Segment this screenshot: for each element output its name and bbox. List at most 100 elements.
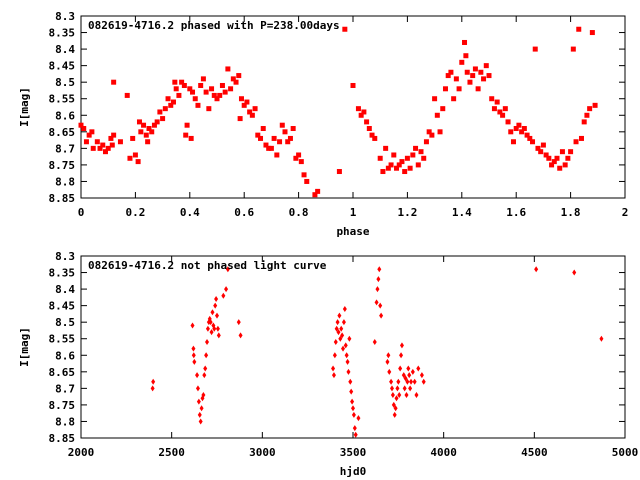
data-points (150, 266, 604, 438)
data-point (535, 145, 541, 151)
data-point (210, 309, 215, 316)
data-point (385, 358, 390, 365)
y-tick-labels: 8.3 8.35 8.4 8.45 8.5 8.55 8.6 8.65 8.7 8.75 8.8 8.… (49, 250, 76, 445)
data-point (351, 411, 356, 418)
data-point (138, 129, 144, 135)
data-point (237, 116, 243, 122)
data-point (344, 352, 349, 359)
data-point (421, 378, 426, 385)
data-point (130, 135, 136, 141)
data-point (301, 172, 307, 178)
data-point (584, 112, 590, 118)
data-point (540, 142, 546, 148)
y-tick-label: 8.45 (49, 300, 76, 313)
x-tick-label: 5000 (612, 446, 639, 459)
data-point (135, 159, 141, 165)
data-point (260, 126, 266, 132)
data-point (149, 129, 155, 135)
data-point (377, 266, 382, 273)
data-point (350, 398, 355, 405)
y-tick-label: 8.85 (49, 192, 76, 205)
data-point (336, 329, 341, 336)
data-point (201, 391, 206, 398)
data-point (109, 142, 115, 148)
data-point (338, 335, 343, 342)
data-point (366, 126, 372, 132)
data-point (225, 66, 231, 72)
x-tick-label: 3000 (249, 446, 276, 459)
data-point (388, 162, 394, 168)
data-point (562, 162, 568, 168)
data-point (205, 339, 210, 346)
data-point (510, 139, 516, 145)
y-tick-label: 8.8 (55, 415, 75, 428)
data-point (445, 73, 451, 79)
data-point (549, 162, 555, 168)
data-point (389, 378, 394, 385)
x-tick-label: 4500 (521, 446, 548, 459)
data-point (361, 109, 367, 115)
data-point (221, 292, 226, 299)
data-point (346, 368, 351, 375)
data-point (141, 122, 147, 128)
data-point (386, 352, 391, 359)
chart-title: 082619-4716.2 not phased light curve (88, 259, 327, 272)
y-tick-label: 8.5 (55, 316, 75, 329)
y-tick-labels: 8.3 8.35 8.4 8.45 8.5 8.55 8.6 8.65 8.7 8.75 8.8 8.… (49, 10, 76, 205)
data-point (392, 411, 397, 418)
y-tick-label: 8.55 (49, 333, 76, 346)
data-point (353, 431, 358, 438)
y-tick-label: 8.4 (55, 43, 75, 56)
plot-frame (80, 15, 626, 199)
data-point (203, 89, 209, 95)
data-point (266, 145, 272, 151)
data-point (387, 368, 392, 375)
data-point (578, 135, 584, 141)
data-point (150, 385, 155, 392)
data-point (352, 425, 357, 432)
data-point (332, 352, 337, 359)
data-point (393, 405, 398, 412)
data-point (374, 299, 379, 306)
data-point (538, 149, 544, 155)
data-point (312, 192, 318, 198)
data-point (154, 119, 160, 125)
data-point (214, 296, 219, 303)
x-tick-label: 1.4 (452, 206, 472, 219)
data-point (378, 302, 383, 309)
data-point (394, 395, 399, 402)
x-axis-label: hjd0 (340, 465, 367, 478)
data-point (508, 129, 514, 135)
data-point (238, 96, 244, 102)
data-point (414, 391, 419, 398)
x-tick-label: 2 (622, 206, 629, 219)
data-point (516, 122, 522, 128)
y-tick-label: 8.35 (49, 267, 76, 280)
data-point (334, 325, 339, 332)
data-point (340, 332, 345, 339)
data-point (341, 345, 346, 352)
y-tick-label: 8.75 (49, 159, 76, 172)
data-point (168, 102, 174, 108)
data-point (404, 391, 409, 398)
data-point (376, 276, 381, 283)
data-point (410, 152, 416, 158)
data-point (230, 76, 236, 82)
x-tick-label: 1 (350, 206, 357, 219)
data-point (100, 142, 106, 148)
data-point (543, 152, 549, 158)
data-point (206, 106, 212, 112)
data-point (274, 152, 280, 158)
data-point (146, 126, 152, 132)
x-tick-label: 1.8 (561, 206, 581, 219)
data-point (413, 145, 419, 151)
data-point (209, 86, 215, 92)
x-tick-label: 1.2 (397, 206, 417, 219)
data-point (263, 142, 269, 148)
data-point (448, 69, 454, 75)
data-point (197, 411, 202, 418)
data-point (238, 332, 243, 339)
data-point (534, 266, 539, 273)
data-point (132, 152, 138, 158)
data-point (570, 46, 576, 52)
